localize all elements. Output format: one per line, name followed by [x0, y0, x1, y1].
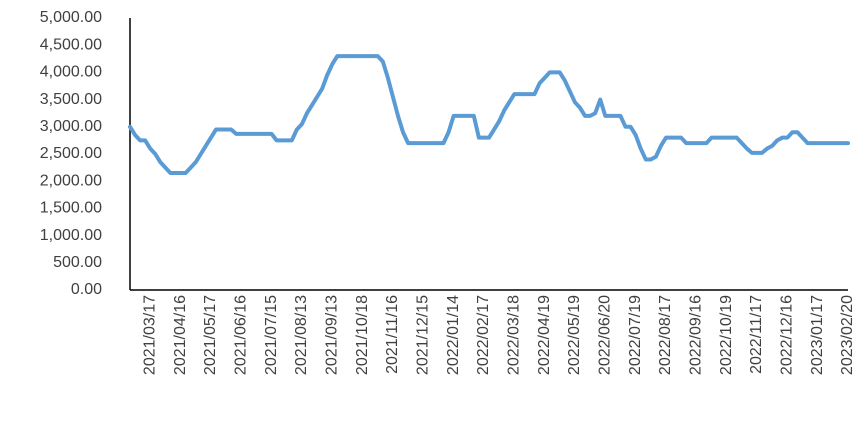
x-tick-label: 2021/07/15 [263, 295, 280, 375]
x-tick-label: 2021/10/18 [354, 295, 371, 375]
x-tick-label: 2023/02/20 [839, 295, 856, 375]
y-tick-label: 3,500.00 [40, 91, 102, 108]
x-tick-label: 2022/10/19 [718, 295, 735, 375]
y-tick-label: 1,500.00 [40, 200, 102, 217]
x-tick-label: 2022/05/19 [566, 295, 583, 375]
x-tick-label: 2021/05/17 [202, 295, 219, 375]
x-tick-label: 2022/09/16 [688, 295, 705, 375]
y-tick-label: 2,500.00 [40, 145, 102, 162]
y-tick-label: 2,000.00 [40, 172, 102, 189]
x-tick-label: 2022/06/20 [597, 295, 614, 375]
y-tick-label: 1,000.00 [40, 227, 102, 244]
x-tick-label: 2022/07/19 [627, 295, 644, 375]
x-tick-label: 2022/03/18 [506, 295, 523, 375]
y-tick-label: 4,500.00 [40, 36, 102, 53]
x-tick-label: 2022/01/14 [445, 295, 462, 375]
x-tick-label: 2021/11/16 [384, 295, 401, 374]
x-tick-label: 2021/12/15 [414, 295, 431, 375]
y-tick-label: 4,000.00 [40, 64, 102, 81]
y-tick-label: 0.00 [71, 281, 102, 298]
x-tick-label: 2022/04/19 [536, 295, 553, 375]
x-tick-label: 2021/06/16 [232, 295, 249, 375]
x-tick-label: 2022/12/16 [779, 295, 796, 375]
x-tick-label: 2022/11/17 [748, 295, 765, 374]
x-tick-label: 2021/08/13 [293, 295, 310, 375]
x-tick-label: 2022/08/17 [657, 295, 674, 375]
y-tick-label: 5,000.00 [40, 9, 102, 26]
y-tick-label: 3,000.00 [40, 118, 102, 135]
x-tick-label: 2021/09/13 [323, 295, 340, 375]
data-line [128, 54, 850, 176]
x-tick-label: 2021/03/17 [141, 295, 158, 375]
x-tick-label: 2021/04/16 [172, 295, 189, 375]
x-tick-label: 2023/01/17 [809, 295, 826, 375]
x-tick-label: 2022/02/17 [475, 295, 492, 375]
y-tick-label: 500.00 [53, 254, 102, 271]
